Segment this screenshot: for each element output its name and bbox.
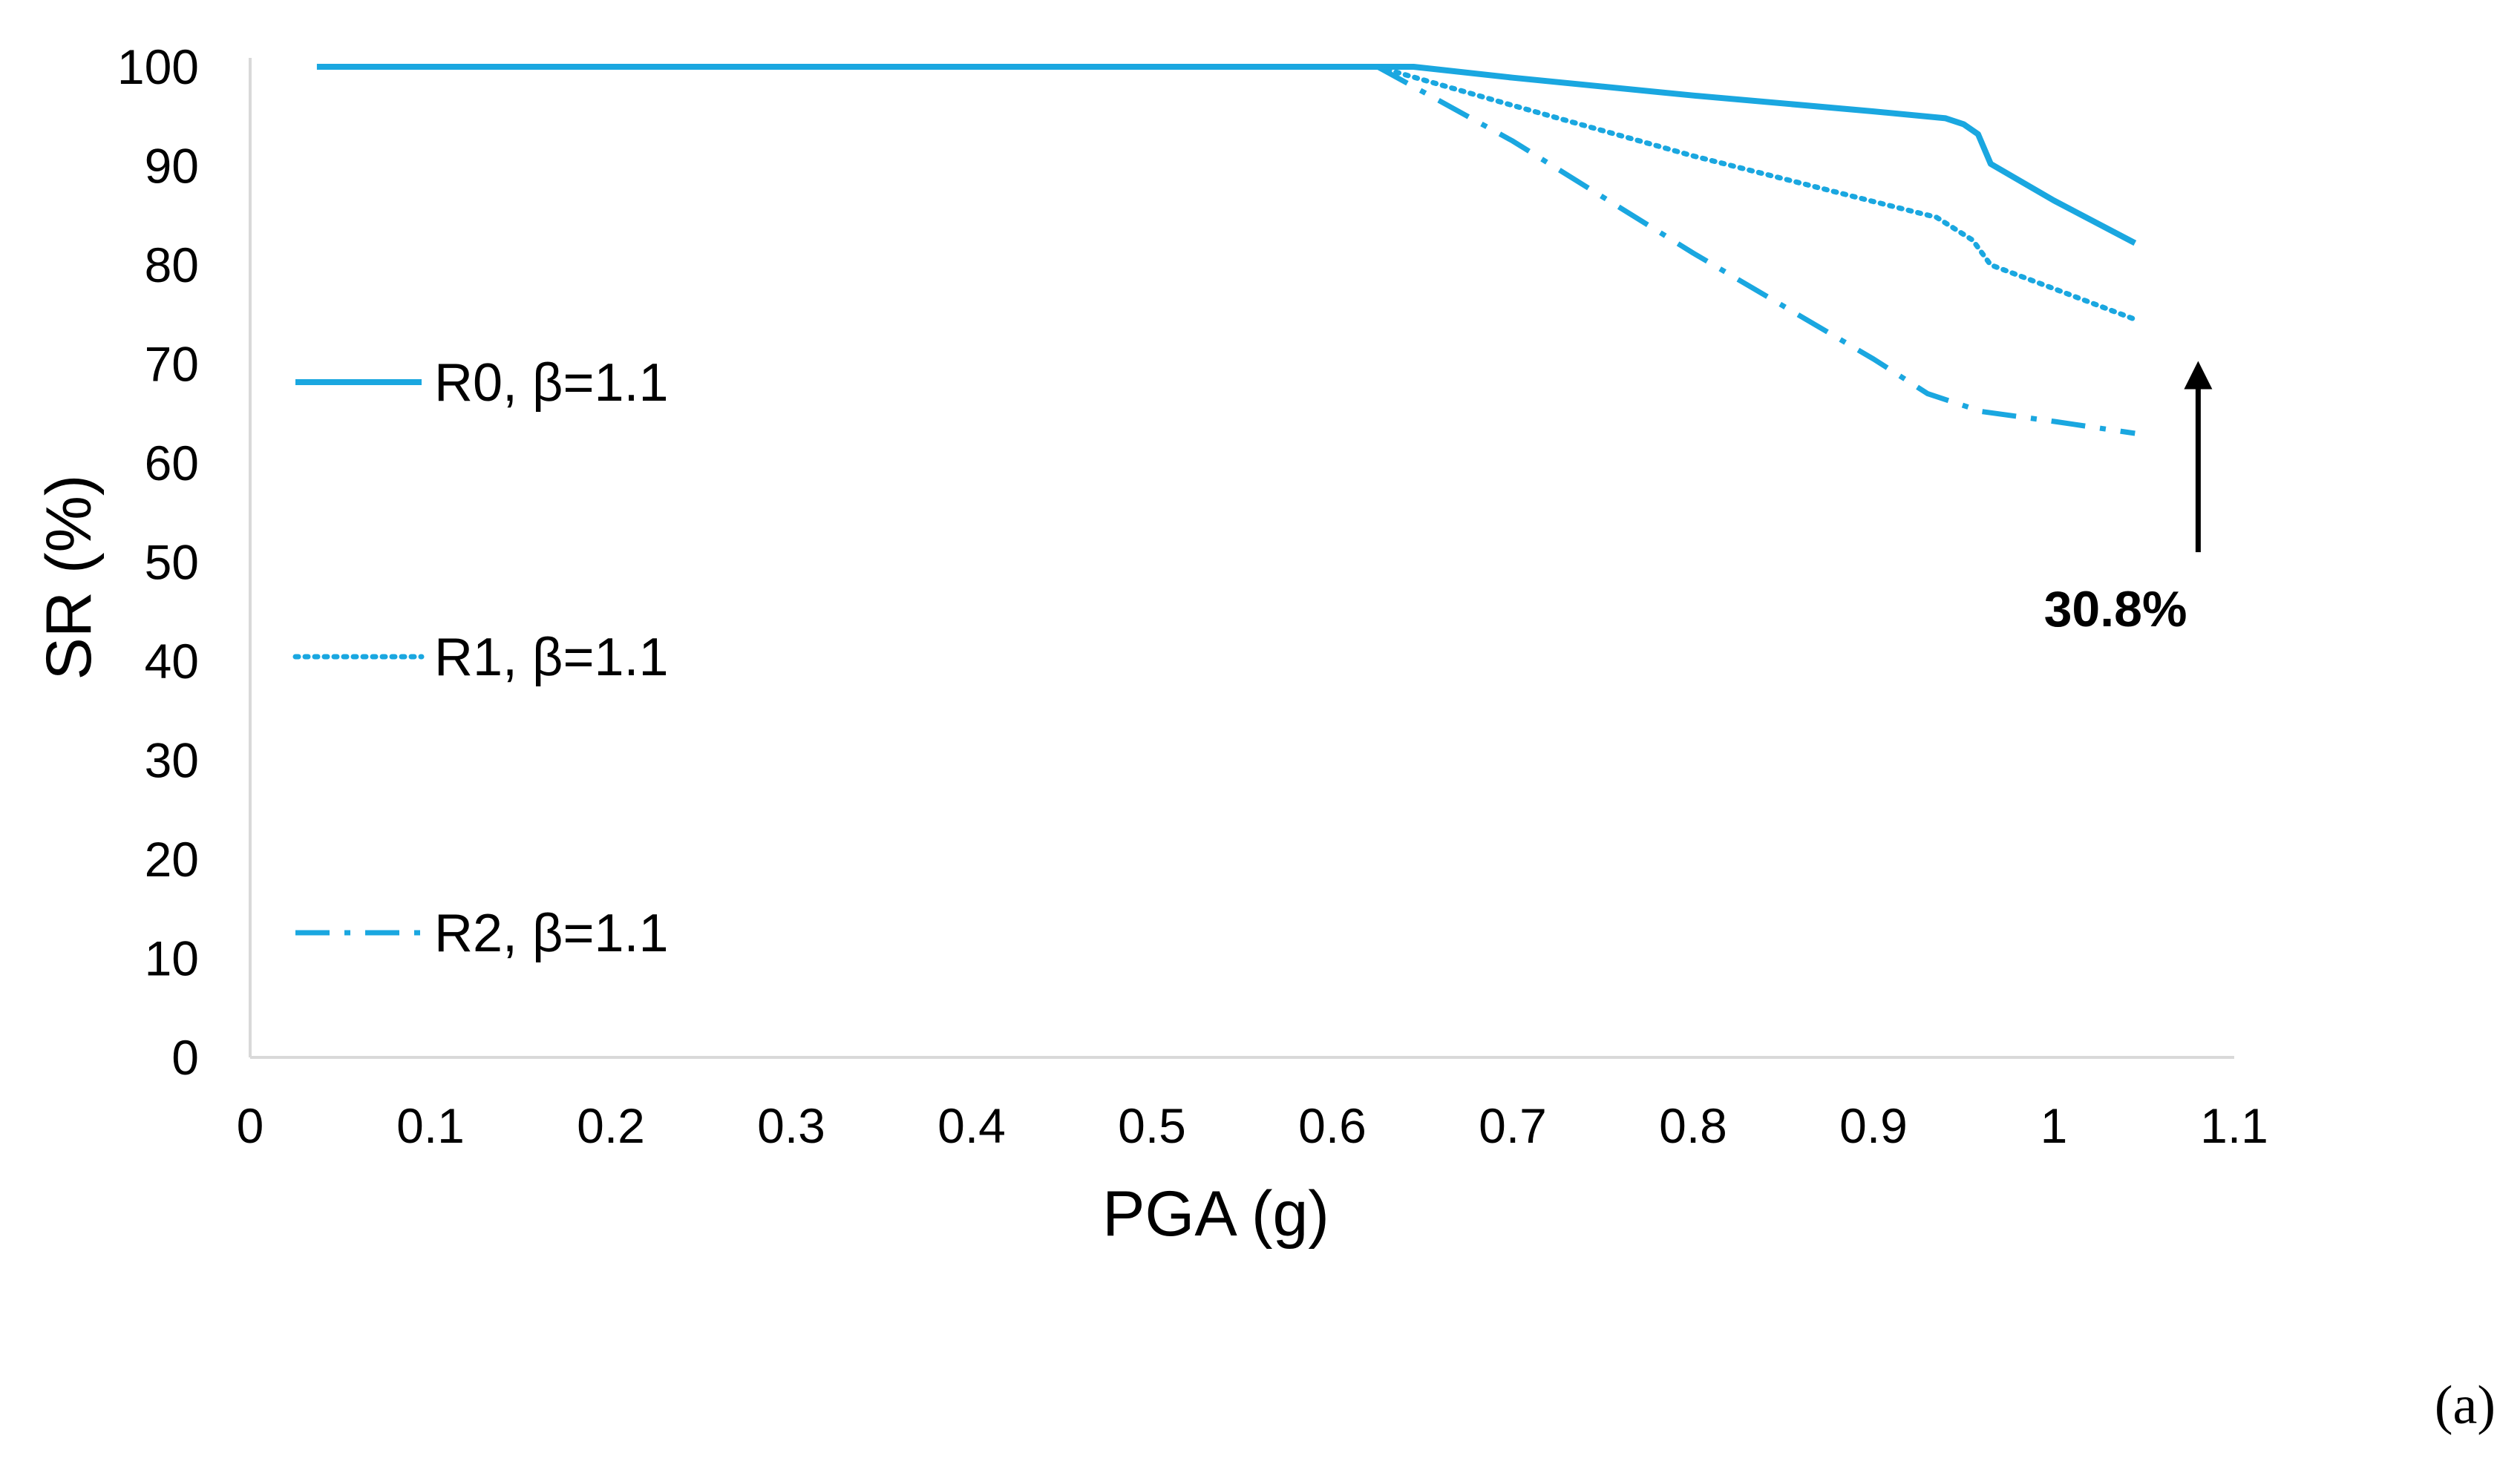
y-tick-label: 10	[145, 931, 199, 986]
series-lines	[316, 64, 2138, 436]
annotation-arrowhead	[2184, 361, 2213, 390]
series-line-r0	[316, 64, 2137, 246]
x-tick-label: 0.7	[1479, 1098, 1547, 1153]
y-tick-label: 0	[171, 1030, 199, 1085]
y-tick-label: 100	[117, 39, 199, 94]
y-tick-label: 90	[145, 139, 199, 194]
x-tick-label: 0.5	[1118, 1098, 1186, 1153]
x-tick-label: 1.1	[2200, 1098, 2268, 1153]
x-tick-label: 0.9	[1839, 1098, 1908, 1153]
series-line-r1	[1375, 64, 2138, 322]
panel-label: (a)	[2435, 1375, 2496, 1436]
legend-label-r0: R0, β=1.1	[434, 353, 669, 413]
annotation: 30.8%	[2044, 361, 2213, 637]
x-tick-label: 0.6	[1298, 1098, 1367, 1153]
y-tick-label: 40	[145, 634, 199, 689]
legend-label-r1: R1, β=1.1	[434, 628, 669, 687]
y-tick-label: 70	[145, 337, 199, 392]
x-tick-labels: 0 0.1 0.2 0.3 0.4 0.5 0.6 0.7 0.8 0.9 1 1.1	[237, 1098, 2268, 1153]
y-tick-label: 30	[145, 733, 199, 788]
x-tick-label: 0.4	[937, 1098, 1006, 1153]
y-tick-labels: 0 10 20 30 40 50 60 70 80 90 100	[117, 39, 199, 1085]
series-line-r2	[1376, 64, 2136, 436]
x-tick-label: 0.3	[757, 1098, 825, 1153]
y-tick-label: 60	[145, 436, 199, 490]
legend: R0, β=1.1 R1, β=1.1 R2, β=1.1	[292, 353, 669, 963]
y-tick-label: 80	[145, 237, 199, 292]
y-tick-label: 50	[145, 535, 199, 590]
x-tick-label: 1	[2040, 1098, 2068, 1153]
y-tick-label: 20	[145, 832, 199, 887]
x-axis-title: PGA (g)	[1102, 1178, 1329, 1250]
x-tick-label: 0.1	[396, 1098, 465, 1153]
legend-label-r2: R2, β=1.1	[434, 904, 669, 963]
axes	[249, 58, 2234, 1059]
x-tick-label: 0	[237, 1098, 264, 1153]
y-axis-title: SR (%)	[33, 474, 105, 680]
annotation-label: 30.8%	[2044, 581, 2187, 637]
x-tick-label: 0.8	[1659, 1098, 1727, 1153]
x-tick-label: 0.2	[577, 1098, 645, 1153]
